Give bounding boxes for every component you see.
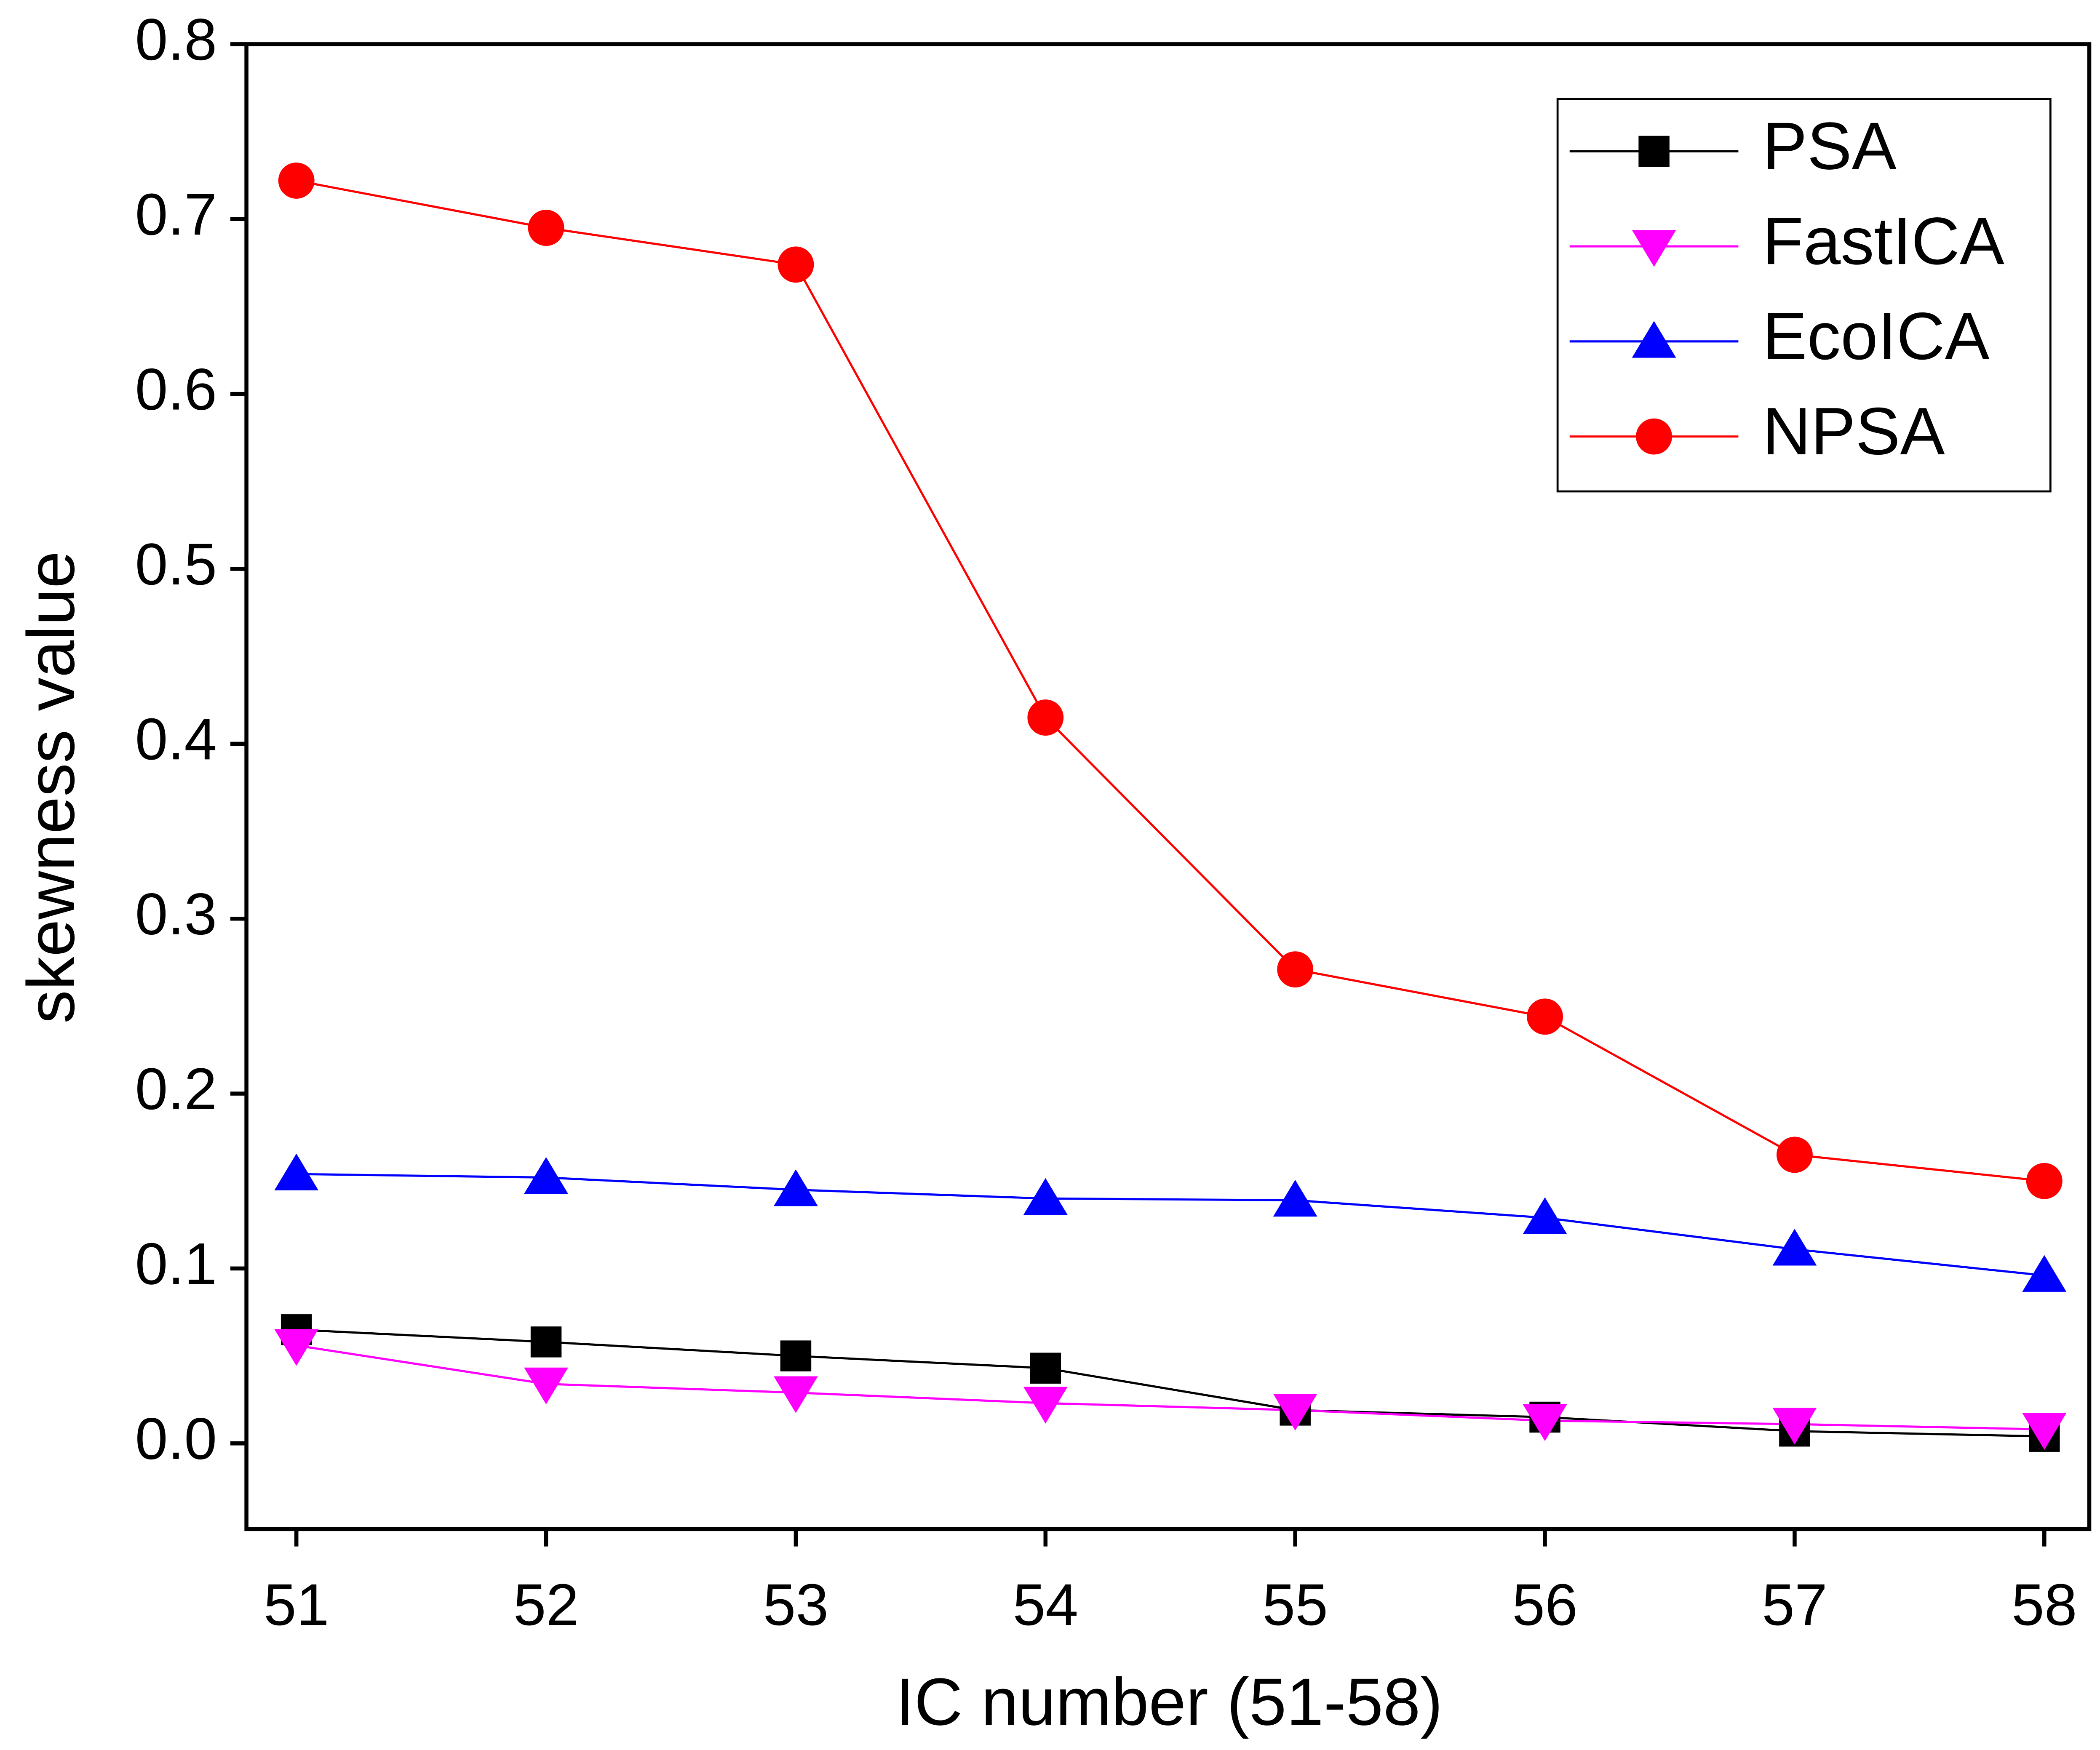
marker — [1772, 1229, 1817, 1266]
marker — [1023, 1178, 1068, 1215]
x-tick-label: 58 — [2012, 1571, 2077, 1638]
marker — [530, 1326, 562, 1358]
y-tick-label: 0.7 — [135, 181, 217, 247]
series-line — [296, 1329, 2044, 1438]
x-tick-label: 51 — [264, 1571, 329, 1638]
x-axis-label: IC number (51-58) — [896, 1664, 1443, 1739]
y-tick-label: 0.6 — [135, 356, 217, 422]
series-line — [296, 1344, 2044, 1431]
legend-label: FastICA — [1763, 203, 2004, 278]
legend-marker — [1636, 418, 1673, 455]
legend-marker — [1638, 136, 1670, 167]
y-tick-label: 0.8 — [135, 6, 217, 72]
x-tick-label: 52 — [513, 1571, 579, 1638]
marker — [774, 1169, 818, 1206]
x-tick-label: 56 — [1512, 1571, 1578, 1638]
legend-label: PSA — [1763, 108, 1897, 183]
x-tick-label: 55 — [1262, 1571, 1328, 1638]
y-tick-label: 0.3 — [135, 881, 217, 947]
marker — [278, 162, 315, 199]
marker — [1527, 998, 1563, 1035]
y-tick-label: 0.1 — [135, 1230, 217, 1296]
marker — [524, 1367, 568, 1405]
legend-marker — [1632, 230, 1676, 267]
legend-marker — [1632, 321, 1676, 358]
y-axis-label: skewness value — [13, 551, 88, 1024]
marker — [1523, 1197, 1567, 1234]
x-tick-label: 53 — [763, 1571, 829, 1638]
marker — [1772, 1408, 1817, 1445]
marker — [1023, 1387, 1068, 1424]
y-tick-label: 0.4 — [135, 706, 217, 772]
marker — [274, 1153, 319, 1190]
legend-label: EcoICA — [1763, 299, 1990, 373]
marker — [1273, 1394, 1317, 1431]
y-tick-label: 0.5 — [135, 531, 217, 597]
marker — [2022, 1413, 2067, 1450]
marker — [2026, 1163, 2063, 1199]
y-tick-label: 0.2 — [135, 1056, 217, 1122]
marker — [1277, 951, 1314, 988]
marker — [1027, 699, 1064, 736]
marker — [780, 1340, 812, 1371]
marker — [774, 1376, 818, 1413]
marker — [1030, 1353, 1061, 1384]
marker — [1777, 1136, 1813, 1173]
marker — [2022, 1255, 2067, 1292]
marker — [1273, 1179, 1317, 1217]
legend-label: NPSA — [1763, 394, 1945, 469]
series-line — [296, 179, 2045, 1182]
marker — [1523, 1404, 1567, 1441]
marker — [524, 1157, 568, 1194]
x-tick-label: 57 — [1762, 1571, 1827, 1638]
series-line — [296, 1173, 2045, 1277]
y-tick-label: 0.0 — [135, 1406, 217, 1472]
x-tick-label: 54 — [1013, 1571, 1079, 1638]
marker — [274, 1329, 319, 1366]
marker — [528, 210, 564, 246]
plot-frame — [244, 42, 2092, 1531]
marker — [777, 246, 814, 283]
